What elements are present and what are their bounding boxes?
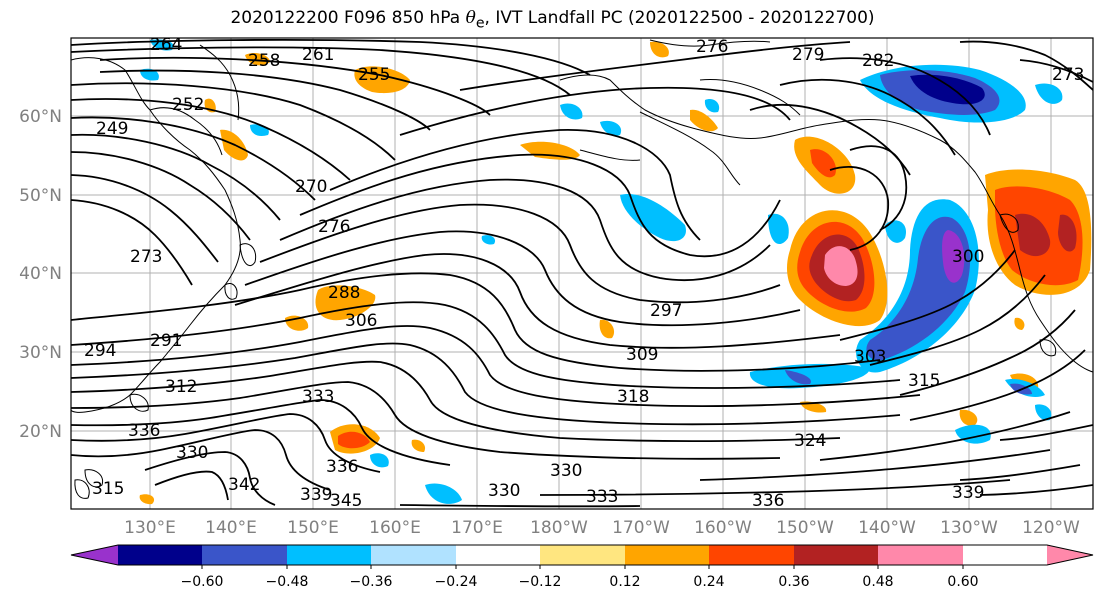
colorbar-segment (709, 545, 794, 565)
longitude-labels: 130°E 140°E 150°E 160°E 170°E 180°W 170°… (124, 518, 1080, 538)
colorbar-segment (540, 545, 625, 565)
colorbar-segment (878, 545, 963, 565)
lat-label-50: 50°N (19, 186, 62, 206)
contour-label: 333 (302, 387, 334, 407)
contour-label: 336 (326, 457, 358, 477)
contour-label: 336 (752, 491, 784, 511)
lon-label: 120°W (1022, 518, 1080, 538)
colorbar-segment (794, 545, 878, 565)
lat-label-40: 40°N (19, 264, 62, 284)
colorbar-tick-label: 0.48 (862, 574, 893, 590)
contour-label: 309 (626, 345, 658, 365)
contour-label: 270 (295, 177, 327, 197)
contour-label: 276 (318, 217, 350, 237)
lon-label: 130°E (124, 518, 176, 538)
contour-label: 258 (248, 51, 280, 71)
colorbar-extend-min (71, 545, 118, 565)
lon-label: 170°E (451, 518, 503, 538)
contour-label: 261 (302, 45, 334, 65)
contour-label: 339 (300, 485, 332, 505)
map-frame (70, 37, 1094, 510)
lon-label: 140°W (858, 518, 916, 538)
map-area: 264 261 258 255 252 249 276 279 282 273 … (71, 35, 1093, 511)
contour-label: 324 (794, 431, 826, 451)
colorbar-tick-label: 0.36 (778, 574, 809, 590)
colorbar-tick-label: 0.60 (947, 574, 978, 590)
colorbar-segment (202, 545, 287, 565)
contour-label: 306 (345, 311, 377, 331)
colorbar-tick-label: 0.12 (609, 574, 640, 590)
contour-label: 345 (330, 491, 362, 511)
contour-label: 339 (952, 483, 984, 503)
contour-label: 318 (617, 387, 649, 407)
lon-label: 140°E (205, 518, 257, 538)
contour-label: 276 (696, 37, 728, 57)
colorbar-tick-label: −0.12 (519, 574, 562, 590)
contour-label: 288 (328, 283, 360, 303)
lon-label: 170°W (612, 518, 670, 538)
contour-label: 330 (488, 481, 520, 501)
contour-label: 315 (908, 371, 940, 391)
map-title: 2020122200 F096 850 hPa θe, IVT Landfall… (230, 8, 875, 32)
lat-label-60: 60°N (19, 107, 62, 127)
colorbar-extend-max (1047, 545, 1093, 565)
contour-label: 255 (358, 65, 390, 85)
contour-label: 303 (854, 347, 886, 367)
lat-label-30: 30°N (19, 343, 62, 363)
contour-label: 294 (84, 341, 116, 361)
lon-label: 160°E (369, 518, 421, 538)
contour-label: 333 (586, 487, 618, 507)
contour-label: 264 (150, 35, 182, 55)
contour-label: 300 (952, 247, 984, 267)
contour-label: 249 (96, 119, 128, 139)
contour-label: 312 (165, 377, 197, 397)
contour-label: 330 (550, 461, 582, 481)
lon-label: 180°W (530, 518, 588, 538)
contour-label: 273 (1052, 65, 1084, 85)
colorbar-segment (963, 545, 1047, 565)
lon-label: 150°E (287, 518, 339, 538)
lon-label: 150°W (776, 518, 834, 538)
coastlines (71, 39, 1093, 499)
contour-label: 330 (176, 443, 208, 463)
contour-label: 273 (130, 247, 162, 267)
contour-label: 252 (172, 95, 204, 115)
contour-label: 342 (228, 475, 260, 495)
contour-label: 279 (792, 45, 824, 65)
colorbar-tick-label: 0.24 (693, 574, 724, 590)
contour-label: 282 (862, 51, 894, 71)
contour-label: 297 (650, 301, 682, 321)
lat-label-20: 20°N (19, 422, 62, 442)
colorbar-segment (456, 545, 540, 565)
lon-label: 130°W (940, 518, 998, 538)
colorbar-tick-label: −0.36 (350, 574, 393, 590)
contour-label: 315 (92, 479, 124, 499)
colorbar-segment (287, 545, 371, 565)
colorbar-tick-label: −0.60 (181, 574, 224, 590)
colorbar-segment (371, 545, 456, 565)
lon-label: 160°W (694, 518, 752, 538)
contour-label: 336 (128, 421, 160, 441)
latitude-labels: 60°N 50°N 40°N 30°N 20°N (19, 107, 62, 442)
contour-labels: 264 261 258 255 252 249 276 279 282 273 … (84, 35, 1084, 511)
theta-e-contours (71, 38, 1093, 508)
colorbar-tick-label: −0.24 (435, 574, 478, 590)
colorbar-tick-label: −0.48 (266, 574, 309, 590)
colorbar: −0.60 −0.48 −0.36 −0.24 −0.12 0.12 0.24 … (70, 544, 1094, 590)
contour-label: 291 (150, 331, 182, 351)
colorbar-segment (625, 545, 709, 565)
positive-anomaly-shading (139, 41, 1092, 505)
colorbar-segment (118, 545, 202, 565)
